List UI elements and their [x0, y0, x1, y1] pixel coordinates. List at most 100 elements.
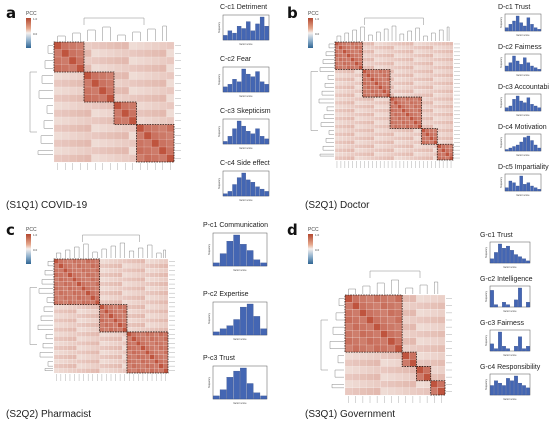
heatmap-cell: [53, 79, 62, 88]
histogram-bar: [260, 328, 267, 336]
heatmap-cell: [131, 350, 137, 355]
heatmap-cell: [401, 81, 406, 86]
heatmap-cell: [346, 77, 351, 82]
heatmap-cell: [131, 318, 137, 323]
heatmap-cell: [117, 304, 123, 310]
heatmap-cell: [122, 304, 128, 310]
heatmap-cell: [394, 359, 403, 367]
heatmap-cell: [389, 108, 395, 113]
heatmap-cell: [374, 49, 379, 54]
heatmap-cell: [358, 81, 363, 86]
x-axis-label: factor score: [239, 199, 253, 202]
heatmap-cell: [154, 268, 160, 273]
heatmap-cell: [437, 45, 442, 50]
histogram-bar: [240, 244, 247, 267]
dendrogram-branch: [132, 31, 141, 41]
heatmap-cell: [370, 136, 375, 141]
heatmap-cell: [362, 96, 367, 102]
heatmap-cell: [104, 327, 109, 333]
heatmap-cell: [136, 354, 141, 360]
heatmap-cell: [154, 359, 160, 365]
heatmap-cell: [72, 359, 77, 365]
heatmap-cell: [362, 89, 367, 94]
heatmap-cell: [374, 128, 379, 133]
heatmap-cell: [121, 64, 130, 73]
heatmap-cell: [441, 89, 446, 94]
heatmap-cell: [121, 49, 130, 58]
heatmap-cell: [85, 290, 91, 296]
heatmap-cell: [366, 112, 371, 117]
heatmap-cell: [373, 373, 381, 381]
heatmap-cell: [425, 136, 430, 141]
heatmap-cell: [126, 295, 132, 301]
histogram-bar: [246, 131, 251, 145]
heatmap-cell: [121, 146, 130, 155]
heatmap-cell: [76, 71, 85, 80]
histogram-bar: [259, 188, 265, 197]
heatmap-cell: [352, 387, 360, 396]
heatmap-cell: [448, 93, 454, 98]
heatmap-cell: [401, 53, 406, 58]
histogram-bar: [226, 325, 234, 336]
dendrogram-branch: [335, 312, 344, 321]
dendrogram-branch: [38, 288, 53, 294]
heatmap-cell: [131, 286, 137, 292]
heatmap-cell: [417, 77, 422, 82]
histogram-title: G-c4 Responsibility: [480, 364, 541, 371]
heatmap-cell: [136, 327, 141, 333]
heatmap-cell: [338, 128, 343, 133]
heatmap-cell: [76, 304, 82, 310]
histogram-bar: [223, 141, 228, 145]
heatmap-cell: [409, 104, 414, 109]
heatmap-cell: [140, 304, 146, 310]
heatmap-cell: [158, 341, 164, 346]
heatmap-cell: [437, 65, 442, 70]
heatmap-cell: [437, 73, 442, 78]
heatmap-cell: [433, 136, 438, 141]
heatmap-cell: [394, 316, 403, 324]
heatmap-cell: [413, 69, 418, 74]
heatmap-cell: [72, 313, 77, 319]
heatmap-cell: [409, 124, 414, 129]
heatmap-cell: [382, 69, 387, 74]
heatmap-cell: [145, 368, 150, 374]
dendrogram-branch: [44, 368, 53, 371]
heatmap-cell: [117, 363, 123, 369]
heatmap-cell: [417, 89, 422, 94]
y-axis-label: frequency: [218, 125, 221, 137]
heatmap-cell: [429, 49, 434, 54]
cluster-box: [53, 41, 85, 73]
heatmap-cell: [358, 144, 363, 149]
heatmap-cell: [108, 327, 114, 333]
heatmap-cell: [409, 136, 414, 141]
histogram-bar: [506, 245, 510, 264]
heatmap-cell: [68, 124, 77, 133]
heatmap-cell: [373, 302, 381, 310]
heatmap-cell: [359, 337, 367, 346]
heatmap-cell: [76, 268, 82, 273]
heatmap-cell: [354, 136, 359, 141]
heatmap-cell: [380, 352, 388, 360]
heatmap-cell: [163, 304, 169, 310]
heatmap-cell: [53, 363, 59, 369]
heatmap-cell: [358, 49, 363, 54]
heatmap-cell: [131, 322, 137, 328]
heatmap-cell: [370, 85, 375, 90]
histogram-bar: [515, 144, 520, 152]
heatmap-cell: [429, 136, 434, 141]
x-axis-label: factor score: [239, 95, 253, 98]
dendrogram-branch: [72, 32, 81, 41]
dendrogram-branch: [83, 17, 145, 25]
heatmap-cell: [338, 108, 343, 113]
heatmap-cell: [342, 152, 347, 157]
heatmap-cell: [405, 144, 410, 149]
heatmap-cell: [99, 286, 105, 292]
y-axis-label: frequency: [218, 21, 221, 33]
heatmap-cell: [429, 108, 434, 113]
heatmap-cell: [425, 108, 430, 113]
heatmap-cell: [94, 272, 100, 278]
heatmap-cell: [76, 64, 85, 73]
heatmap-cell: [445, 108, 450, 113]
heatmap-cell: [90, 322, 96, 328]
